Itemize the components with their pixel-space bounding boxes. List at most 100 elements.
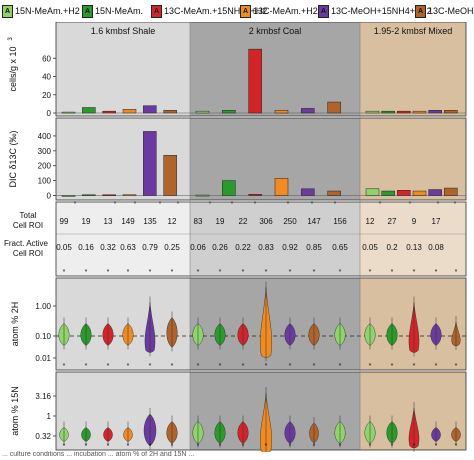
significance-mark: * [313,443,316,450]
bar [102,110,116,114]
significance-mark: * [254,201,257,208]
legend-item: A 15N-MeAm.+H2 [2,4,80,18]
stats-fraction-value: 0.16 [78,243,94,252]
y-tick-label: 60 [42,54,51,63]
bar [195,110,210,114]
significance-mark: * [454,201,457,208]
bar [222,180,236,196]
y-axis-label: DIC δ13C (‰) [8,130,18,187]
stats-fraction-value: 0.2 [386,243,398,252]
stats-fraction-value: 0.32 [100,243,116,252]
legend-item: A 15N-MeAm. [82,4,143,18]
significance-mark: * [107,443,110,450]
significance-mark: * [435,269,438,276]
bar [428,189,442,196]
bar [274,178,289,196]
bar [397,110,411,114]
legend: A 15N-MeAm.+H2 A 15N-MeAm. A 13C-MeAm.+15NH4+… [0,0,474,22]
bar [412,190,427,196]
legend-label: 15N-MeAm.+H2 [15,6,80,16]
significance-mark: * [435,443,438,450]
significance-mark: * [437,201,440,208]
legend-swatch: A [151,4,162,18]
significance-mark: * [369,363,372,370]
legend-label: 13C-MeAm.+H2 [253,6,318,16]
stats-total-value: 149 [121,217,135,226]
significance-mark: * [149,443,152,450]
significance-mark: * [379,201,382,208]
section-label: 1.6 kmbsf Shale [91,26,156,36]
y-tick-label: 0.10 [35,332,51,341]
stats-total-value: 17 [432,217,441,226]
bar [82,194,96,197]
section-background [190,278,360,370]
y-tick-label: 200 [38,162,52,171]
stats-fraction-value: 0.85 [306,243,322,252]
panel-frame [55,22,467,117]
stats-total-value: 306 [259,217,273,226]
section-background [360,202,466,276]
significance-mark: * [231,201,234,208]
stats-row-label: Total [20,211,37,220]
significance-mark: * [63,363,66,370]
significance-mark: * [455,269,458,276]
bar [327,101,341,114]
significance-mark: * [149,363,152,370]
stats-total-value: 12 [366,217,375,226]
significance-mark: * [197,363,200,370]
y-tick-label: 0.01 [35,354,51,363]
bar [365,110,380,114]
section-background [190,22,360,116]
y-axis-label: cells/g x 10 [8,46,18,91]
significance-mark: * [63,269,66,276]
bar [381,110,395,114]
stats-frame [55,201,467,277]
bar [61,195,76,197]
stats-total-value: 147 [307,217,321,226]
significance-mark: * [311,201,314,208]
stats-total-value: 250 [283,217,297,226]
stats-fraction-value: 0.05 [362,243,378,252]
significance-mark: * [339,363,342,370]
bar [365,188,380,196]
significance-mark: * [127,269,130,276]
y-tick-label: 20 [42,91,51,100]
stats-fraction-value: 0.05 [56,243,72,252]
stats-fraction-value: 0.83 [258,243,274,252]
significance-mark: * [107,269,110,276]
significance-mark: * [339,269,342,276]
legend-swatch: A [415,4,426,18]
bar [397,190,411,196]
stats-total-value: 12 [168,217,177,226]
significance-mark: * [171,363,174,370]
bar [163,110,177,114]
significance-mark: * [159,201,162,208]
bar [301,108,315,114]
significance-mark: * [391,363,394,370]
bar [222,110,236,114]
y-axis-label: atom % 15N [10,386,20,436]
bar [122,194,137,197]
bar [327,190,341,196]
bar [195,194,210,197]
significance-mark: * [149,269,152,276]
significance-mark: * [209,201,212,208]
significance-mark: * [114,201,117,208]
stats-total-value: 135 [143,217,157,226]
significance-mark: * [127,443,130,450]
significance-mark: * [85,443,88,450]
stats-fraction-value: 0.65 [332,243,348,252]
caption-fragment: ... culture conditions ... incubation ..… [2,451,195,458]
stats-fraction-value: 0.13 [406,243,422,252]
stats-fraction-value: 0.08 [428,243,444,252]
stats-fraction-value: 0.79 [142,243,158,252]
significance-mark: * [219,363,222,370]
bar [82,107,96,114]
legend-item: A 13C-MeAm.+15NH4++H2 [151,4,267,18]
stats-fraction-value: 0.06 [190,243,206,252]
legend-swatch: A [2,4,13,18]
significance-mark: * [107,363,110,370]
section-background [360,118,466,200]
bar [248,48,262,114]
